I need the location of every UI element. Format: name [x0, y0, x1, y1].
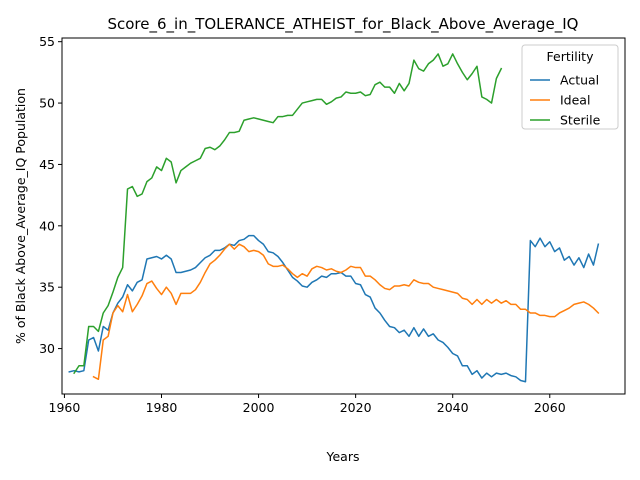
- x-tick-label: 2040: [437, 400, 469, 415]
- y-tick-label: 35: [39, 280, 55, 295]
- legend-box: [521, 44, 619, 130]
- axes-frame: [61, 37, 626, 395]
- plot-area: [61, 37, 626, 395]
- legend-label-actual: Actual: [560, 73, 599, 88]
- x-tick-label: 2000: [243, 400, 275, 415]
- x-axis: 1960 1980 2000 2020 2040 2060: [49, 394, 566, 415]
- legend-entries: Actual Ideal Sterile: [530, 73, 601, 128]
- y-tick-label: 30: [39, 341, 55, 356]
- legend-title: Fertility: [547, 49, 595, 64]
- legend: Fertility Actual Ideal Sterile: [521, 44, 619, 130]
- x-tick-label: 2060: [534, 400, 566, 415]
- x-tick-label: 1960: [49, 400, 81, 415]
- series-line-ideal: [92, 243, 600, 381]
- chart-title: Score_6_in_TOLERANCE_ATHEIST_for_Black_A…: [107, 15, 578, 34]
- y-tick-label: 50: [39, 96, 55, 111]
- series-line-sterile: [73, 53, 503, 375]
- x-axis-label: Years: [326, 449, 360, 464]
- x-tick-label: 2020: [340, 400, 372, 415]
- y-tick-label: 40: [39, 218, 55, 233]
- y-tick-label: 55: [39, 34, 55, 49]
- series-layer: [68, 53, 600, 383]
- y-tick-label: 45: [39, 157, 55, 172]
- y-axis-label: % of Black Above_Average_IQ Population: [13, 88, 28, 344]
- series-line-actual: [68, 234, 600, 383]
- y-axis: 30 35 40 45 50 55: [39, 34, 62, 356]
- x-tick-label: 1980: [146, 400, 178, 415]
- legend-label-sterile: Sterile: [560, 113, 601, 128]
- legend-label-ideal: Ideal: [560, 93, 590, 108]
